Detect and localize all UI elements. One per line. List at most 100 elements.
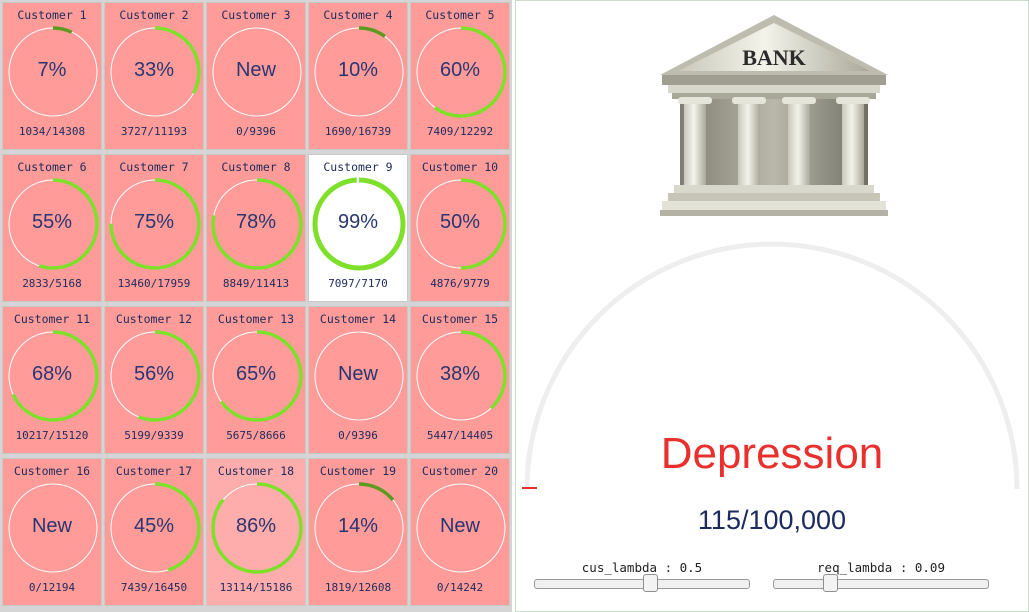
customer-name: Customer 11 [13,312,91,326]
customer-card[interactable]: Customer 17 45% 7439/16450 [104,458,204,606]
progress-ring [7,330,99,422]
customer-card[interactable]: Customer 15 38% 5447/14405 [410,306,510,454]
progress-ring [415,26,507,118]
customer-card[interactable]: Customer 19 14% 1819/12608 [308,458,408,606]
progress-ring [8,483,98,573]
progress-count: 4876/9779 [430,277,490,290]
progress-ring-fill [7,178,99,270]
customer-name: Customer 7 [119,160,189,174]
customer-name: Customer 12 [115,312,193,326]
gauge-progress-marker [522,487,537,489]
progress-count: 13114/15186 [219,581,293,594]
progress-percent: New [337,363,378,385]
customer-name: Customer 17 [115,464,193,478]
customer-name: Customer 4 [323,8,393,22]
progress-count: 5675/8666 [226,429,286,442]
progress-ring [212,27,302,117]
customer-card[interactable]: Customer 18 86% 13114/15186 [206,458,306,606]
customer-card[interactable]: Customer 4 10% 1690/16739 [308,2,408,150]
progress-ring-fill [415,330,507,422]
score-gauge [524,241,1020,490]
customer-name: Customer 1 [17,8,87,22]
customer-card[interactable]: Customer 13 65% 5675/8666 [206,306,306,454]
progress-count: 1034/14308 [18,125,86,138]
progress-ring-fill [109,482,201,574]
customer-name: Customer 3 [221,8,291,22]
progress-percent: 50% [439,211,481,233]
progress-percent: 7% [37,59,67,81]
customer-card[interactable]: Customer 8 78% 8849/11413 [206,154,306,302]
progress-ring [109,482,201,574]
progress-ring [313,26,405,118]
progress-ring [211,178,303,270]
progress-ring [416,483,506,573]
progress-percent: New [439,515,480,537]
progress-ring [109,330,201,422]
progress-ring-fill [312,177,406,271]
req-lambda-label: req_lambda : 0.09 [817,560,945,575]
progress-ring-fill [109,26,201,118]
progress-count: 5447/14405 [426,429,494,442]
req-lambda-slider-handle[interactable] [822,574,838,592]
progress-count: 5199/9339 [124,429,184,442]
progress-ring-fill [211,482,303,574]
progress-ring-fill [109,178,201,270]
customer-card[interactable]: Customer 7 75% 13460/17959 [104,154,204,302]
customer-name: Customer 19 [319,464,397,478]
bank-panel: BANK Depression 115/100,000 cus_lambda :… [515,0,1029,612]
progress-ring-fill [211,178,303,270]
customer-card[interactable]: Customer 11 68% 10217/15120 [2,306,102,454]
progress-count: 7439/16450 [120,581,188,594]
customer-card[interactable]: Customer 3 New 0/9396 [206,2,306,150]
customer-name: Customer 15 [421,312,499,326]
customer-name: Customer 10 [421,160,499,174]
progress-percent: 60% [439,59,481,81]
customer-card[interactable]: Customer 9 99% 7097/7170 [308,154,408,302]
progress-ring-fill [7,26,99,118]
progress-count: 2833/5168 [22,277,82,290]
progress-count: 7409/12292 [426,125,494,138]
progress-ring-fill [415,178,507,270]
progress-ring-fill [109,330,201,422]
customer-name: Customer 13 [217,312,295,326]
progress-ring-fill [313,482,405,574]
progress-ring-track [314,331,404,421]
progress-ring-track [416,483,506,573]
customer-grid: Customer 1 7% 1034/14308 Customer 2 33% 3727/… [0,0,512,612]
cus-lambda-slider[interactable] [534,579,750,589]
customer-card[interactable]: Customer 1 7% 1034/14308 [2,2,102,150]
progress-percent: 10% [337,59,379,81]
customer-name: Customer 20 [421,464,499,478]
progress-ring [7,178,99,270]
customer-name: Customer 14 [319,312,397,326]
progress-percent: 14% [337,515,379,537]
customer-card[interactable]: Customer 10 50% 4876/9779 [410,154,510,302]
customer-card[interactable]: Customer 2 33% 3727/11193 [104,2,204,150]
customer-card[interactable]: Customer 5 60% 7409/12292 [410,2,510,150]
progress-ring-fill [7,330,99,422]
progress-ring [313,482,405,574]
progress-count: 0/14242 [436,581,484,594]
progress-percent: 45% [133,515,175,537]
cus-lambda-slider-handle[interactable] [643,574,659,592]
customer-card[interactable]: Customer 6 55% 2833/5168 [2,154,102,302]
progress-count: 8849/11413 [222,277,290,290]
customer-card[interactable]: Customer 20 New 0/14242 [410,458,510,606]
progress-ring [314,331,404,421]
progress-percent: 55% [31,211,73,233]
customer-name: Customer 18 [217,464,295,478]
customer-card[interactable]: Customer 14 New 0/9396 [308,306,408,454]
customer-card[interactable]: Customer 16 New 0/12194 [2,458,102,606]
progress-percent: New [31,515,72,537]
customer-name: Customer 2 [119,8,189,22]
economy-status: Depression [660,429,884,478]
progress-percent: 75% [133,211,175,233]
progress-ring-track [8,483,98,573]
customer-name: Customer 5 [425,8,495,22]
progress-ring-track [212,27,302,117]
req-lambda-slider[interactable] [773,579,989,589]
customer-card[interactable]: Customer 12 56% 5199/9339 [104,306,204,454]
progress-ring [109,178,201,270]
progress-count: 10217/15120 [15,429,89,442]
progress-ring [109,26,201,118]
